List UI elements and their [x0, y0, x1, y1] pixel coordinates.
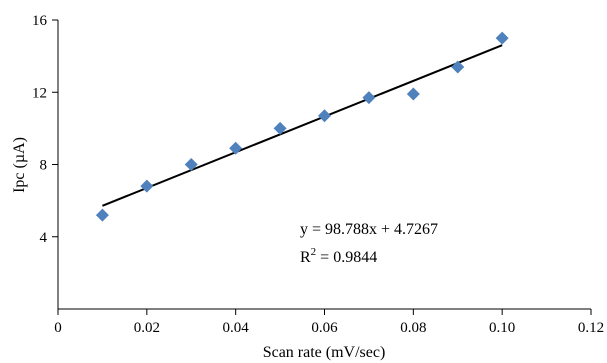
- x-tick-label: 0.08: [400, 320, 426, 336]
- trendline-equation: y = 98.788x + 4.7267: [300, 221, 438, 238]
- r-squared-prefix: R: [300, 249, 311, 266]
- x-tick-label: 0.06: [311, 320, 338, 336]
- data-points: [95, 31, 509, 222]
- x-tick-label: 0.12: [578, 320, 604, 336]
- data-point: [140, 179, 154, 193]
- y-axis-title: Ipc (µA): [11, 137, 28, 193]
- axis-ticks: 0 0.02 0.04 0.06 0.08 0.10 0.12 4 8 12 16: [32, 13, 604, 336]
- data-point: [451, 60, 465, 74]
- x-tick-label: 0.04: [223, 320, 250, 336]
- data-point: [318, 109, 331, 123]
- data-point: [229, 141, 243, 155]
- y-tick-label: 16: [32, 13, 48, 29]
- data-point: [95, 208, 109, 222]
- data-point: [184, 158, 198, 171]
- y-tick-label: 4: [40, 230, 48, 246]
- data-point: [362, 91, 376, 105]
- y-tick-label: 8: [40, 158, 48, 174]
- x-tick-label: 0.10: [489, 320, 515, 336]
- r-squared-superscript: 2: [311, 246, 317, 258]
- x-tick-label: 0: [54, 320, 62, 336]
- trendline: [102, 44, 503, 207]
- r-squared-value: = 0.9844: [316, 249, 377, 266]
- data-point: [406, 87, 420, 101]
- x-axis-title: Scan rate (mV/sec): [263, 344, 386, 361]
- trendline-layer: [102, 44, 503, 207]
- data-point: [495, 31, 509, 45]
- r-squared-label: R2 = 0.9844: [300, 246, 377, 266]
- data-point: [273, 121, 287, 135]
- y-tick-label: 12: [32, 85, 47, 101]
- x-tick-label: 0.02: [134, 320, 160, 336]
